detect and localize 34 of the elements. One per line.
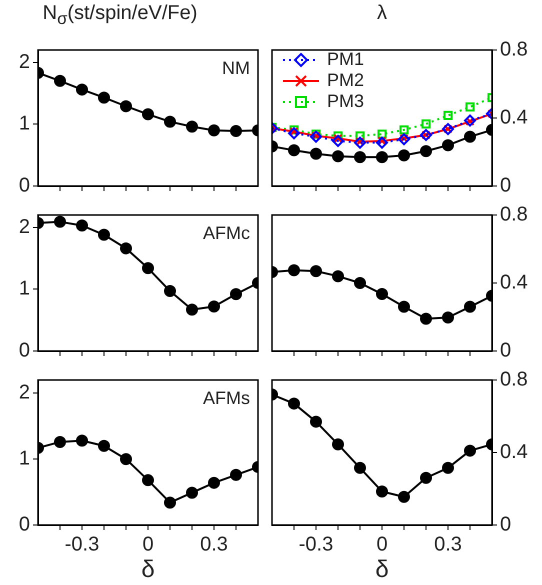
- y2-tick-label: 0.4: [500, 441, 528, 464]
- y2-tick-label: 0: [500, 340, 512, 362]
- legend-label: PM1: [327, 49, 364, 70]
- y-tick-label: 1: [18, 448, 30, 470]
- y2-tick-label: 0.8: [500, 368, 528, 391]
- annotation: NM: [222, 58, 250, 78]
- x-tick-label: -0.3: [64, 534, 100, 556]
- x-tick-label: -0.3: [298, 534, 334, 556]
- chart-title: N$_{σ}$(st/spin/eV/Fe): [42, 2, 198, 29]
- x-tick-label: 0: [376, 534, 388, 556]
- y2-tick-label: 0: [500, 514, 512, 536]
- y-tick-label: 1: [18, 278, 30, 300]
- y2-tick-label: 0.4: [500, 272, 528, 294]
- y2-tick-label: 0.4: [500, 106, 528, 129]
- y-tick-label: 0: [18, 514, 30, 536]
- chart-title: λ: [376, 2, 388, 25]
- y2-tick-label: 0.8: [500, 204, 528, 226]
- y-tick-label: 0: [18, 174, 30, 197]
- y-tick-label: 0: [18, 340, 30, 362]
- x-axis-title: δ: [141, 556, 155, 584]
- y2-tick-label: 0: [500, 174, 512, 197]
- y-tick-label: 2: [18, 382, 30, 404]
- annotation: AFMs: [203, 388, 250, 408]
- annotation: AFMc: [203, 222, 250, 243]
- legend-label: PM3: [327, 91, 364, 112]
- y-tick-label: 1: [18, 112, 30, 135]
- y2-tick-label: 0.8: [500, 38, 528, 61]
- x-axis-title: δ: [375, 556, 389, 584]
- y-tick-label: 2: [18, 216, 30, 238]
- legend-label: PM2: [327, 70, 364, 91]
- y-tick-label: 2: [18, 50, 30, 73]
- x-tick-label: 0.3: [200, 534, 228, 556]
- x-tick-label: 0: [142, 534, 154, 556]
- x-tick-label: 0.3: [434, 534, 462, 556]
